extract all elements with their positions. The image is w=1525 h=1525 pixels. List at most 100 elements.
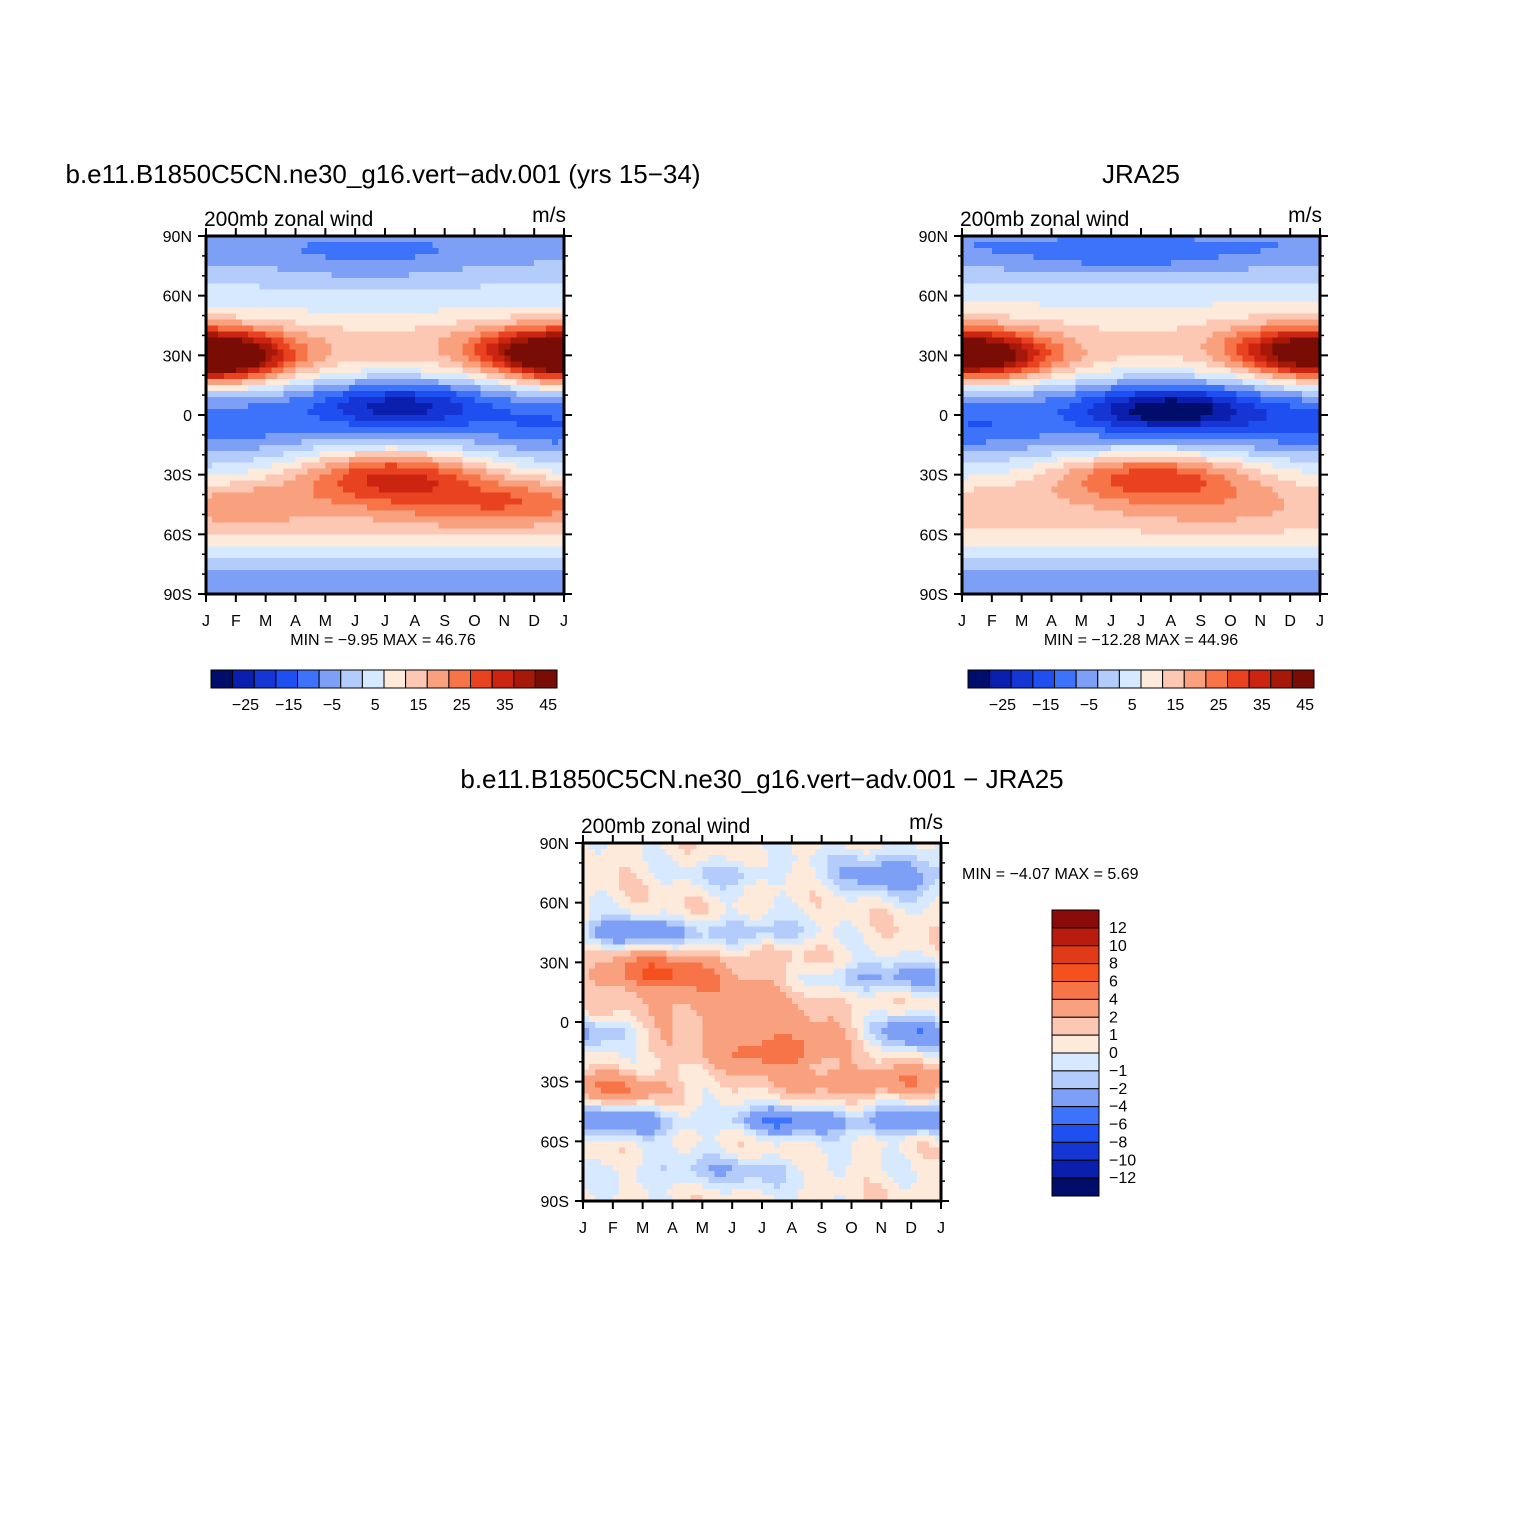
field-cell xyxy=(1075,492,1082,500)
field-cell xyxy=(259,534,267,541)
field-cell xyxy=(211,253,219,261)
field-cell xyxy=(534,241,541,249)
field-cell xyxy=(1027,361,1035,368)
field-cell xyxy=(462,582,470,589)
field-cell xyxy=(343,492,350,500)
field-cell xyxy=(289,307,297,315)
field-cell xyxy=(319,331,326,339)
field-cell xyxy=(385,253,392,261)
field-cell xyxy=(522,450,529,458)
field-cell xyxy=(492,403,499,410)
field-cell xyxy=(516,582,523,589)
field-cell xyxy=(534,236,541,243)
field-cell xyxy=(1039,349,1047,356)
field-cell xyxy=(997,343,1005,350)
field-cell xyxy=(1051,546,1059,553)
field-cell xyxy=(259,379,267,386)
field-cell xyxy=(1015,498,1023,506)
field-cell xyxy=(283,343,291,350)
field-cell xyxy=(402,522,410,529)
field-cell xyxy=(438,522,446,529)
field-cell xyxy=(504,241,511,249)
field-cell xyxy=(516,492,523,500)
field-cell xyxy=(241,379,249,386)
field-cell xyxy=(373,277,380,285)
field-cell xyxy=(522,277,529,285)
field-cell xyxy=(492,373,499,380)
field-cell xyxy=(420,283,428,291)
field-cell xyxy=(991,540,999,547)
field-cell xyxy=(355,277,362,285)
field-cell xyxy=(979,307,987,315)
field-cell xyxy=(349,576,356,583)
field-cell xyxy=(997,426,1005,434)
field-cell xyxy=(325,570,332,577)
field-cell xyxy=(997,498,1005,506)
colorbar-box xyxy=(275,669,299,689)
field-cell xyxy=(1069,438,1076,446)
field-cell xyxy=(985,373,993,380)
field-cell xyxy=(498,420,505,428)
field-cell xyxy=(498,582,505,589)
field-cell xyxy=(534,337,541,344)
field-cell xyxy=(355,236,362,243)
field-cell xyxy=(997,546,1005,553)
field-cell xyxy=(1075,432,1082,440)
field-cell xyxy=(379,373,386,380)
field-cell xyxy=(1021,379,1029,386)
field-cell xyxy=(558,403,565,410)
field-cell xyxy=(206,241,213,249)
field-cell xyxy=(235,438,243,446)
field-cell xyxy=(253,337,261,344)
field-cell xyxy=(522,253,529,261)
field-cell xyxy=(991,534,999,541)
field-cell xyxy=(510,468,517,476)
field-cell xyxy=(283,450,291,458)
field-cell xyxy=(1075,295,1082,303)
field-cell xyxy=(492,271,499,279)
field-cell xyxy=(997,528,1005,535)
field-cell xyxy=(307,546,314,553)
field-cell xyxy=(349,570,356,577)
field-cell xyxy=(402,325,410,333)
field-cell xyxy=(1003,438,1011,446)
field-cell xyxy=(307,564,314,571)
field-cell xyxy=(343,301,350,309)
field-cell xyxy=(1081,564,1088,571)
field-cell xyxy=(331,331,338,339)
field-cell xyxy=(283,271,291,279)
field-cell xyxy=(558,253,565,261)
field-cell xyxy=(438,546,446,553)
field-cell xyxy=(337,498,344,506)
field-cell xyxy=(432,283,440,291)
field-cell xyxy=(558,307,565,315)
field-cell xyxy=(432,420,440,428)
field-cell xyxy=(396,319,404,327)
field-cell xyxy=(206,570,213,577)
field-cell xyxy=(420,486,428,494)
field-cell xyxy=(450,241,458,249)
field-cell xyxy=(211,588,219,595)
field-cell xyxy=(438,325,446,333)
field-cell xyxy=(229,337,237,344)
field-cell xyxy=(1069,582,1076,589)
field-cell xyxy=(1003,504,1011,512)
field-cell xyxy=(456,391,464,398)
field-cell xyxy=(349,438,356,446)
field-cell xyxy=(1021,236,1029,243)
field-cell xyxy=(492,588,499,595)
contour-field xyxy=(206,236,565,595)
field-cell xyxy=(997,307,1005,315)
field-cell xyxy=(450,510,458,518)
field-cell xyxy=(1021,486,1029,494)
field-cell xyxy=(1081,462,1088,470)
field-cell xyxy=(528,552,535,559)
field-cell xyxy=(211,337,219,344)
field-cell xyxy=(528,420,535,428)
field-cell xyxy=(1039,462,1047,470)
field-cell xyxy=(979,510,987,518)
field-cell xyxy=(235,415,243,422)
field-cell xyxy=(414,379,422,386)
field-cell xyxy=(510,426,517,434)
field-cell xyxy=(402,241,410,249)
